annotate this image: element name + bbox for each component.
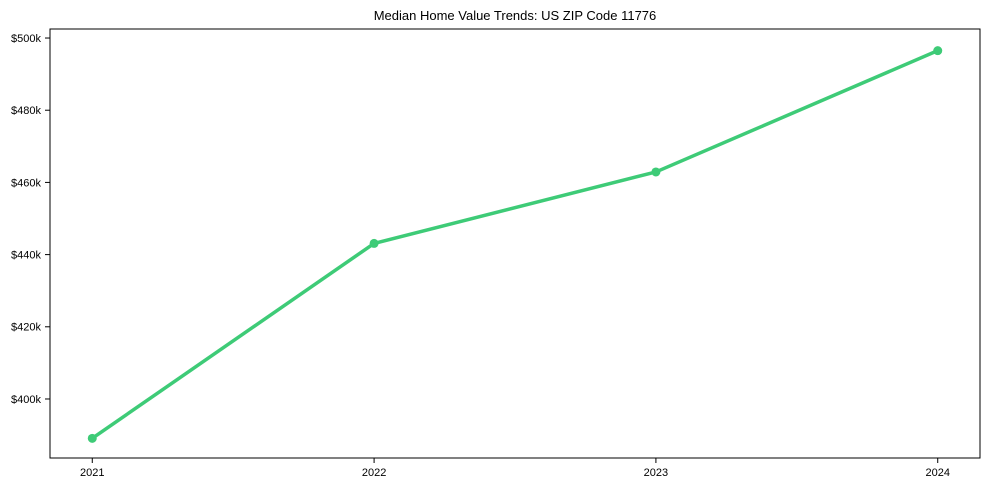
y-axis-tick-label: $460k <box>11 177 41 189</box>
y-axis-tick-label: $440k <box>11 249 41 261</box>
y-axis-tick-label: $480k <box>11 105 41 117</box>
data-point-marker <box>933 46 943 56</box>
x-axis-tick-label: 2021 <box>80 467 104 479</box>
chart-title: Median Home Value Trends: US ZIP Code 11… <box>374 8 657 23</box>
x-axis-tick-label: 2024 <box>925 467 949 479</box>
y-axis-tick-label: $400k <box>11 394 41 406</box>
plot-area: $400k $420k $440k $460k $480k $500k 2021 2022 20… <box>11 28 981 479</box>
data-point-marker <box>87 433 97 443</box>
data-point-marker <box>651 167 661 177</box>
x-axis-tick-label: 2022 <box>362 467 386 479</box>
y-axis-tick-label: $420k <box>11 322 41 334</box>
axes-border <box>49 28 981 459</box>
data-point-marker <box>369 238 379 248</box>
y-axis-tick-label: $500k <box>11 33 41 45</box>
x-axis-tick-label: 2023 <box>644 467 668 479</box>
series-line <box>90 48 940 441</box>
